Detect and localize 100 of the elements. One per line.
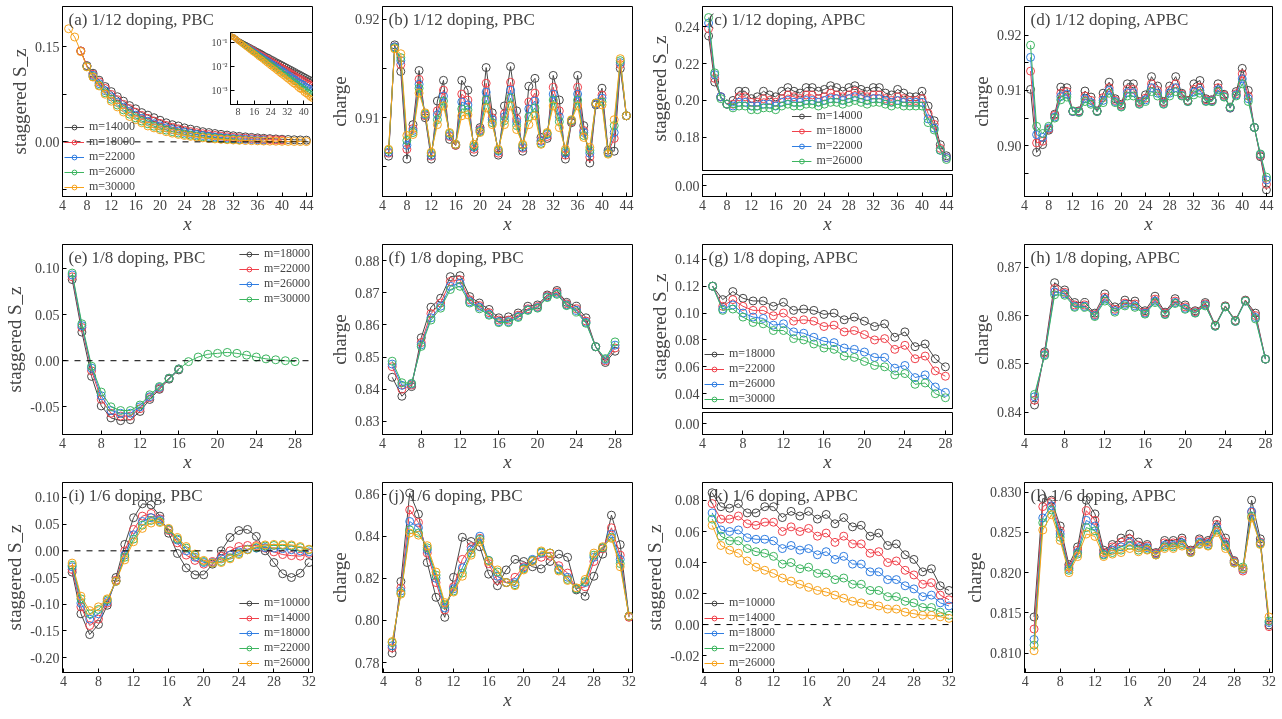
chart-title: (a) 1/12 doping, PBC — [68, 9, 214, 29]
x-tick-label: 8 — [739, 435, 747, 451]
y-tick-label: 0.12 — [675, 279, 700, 295]
x-tick-label: 40 — [298, 105, 309, 117]
y-tick-label: 0.815 — [990, 605, 1022, 621]
x-tick-label: 4 — [1021, 435, 1028, 451]
legend-label: m=10000 — [729, 595, 776, 610]
x-tick-label: 36 — [250, 197, 265, 213]
x-tick-label: 12 — [1097, 435, 1112, 451]
x-axis-title: x — [182, 688, 193, 710]
legend-label: m=26000 — [89, 164, 136, 179]
x-tick-label: 20 — [153, 197, 168, 213]
x-axis-title: x — [502, 688, 513, 710]
x-tick-label: 24 — [497, 197, 512, 213]
y-tick-label: 0.91 — [997, 83, 1022, 99]
y-tick-label: 0.10 — [35, 261, 60, 277]
x-tick-label: 28 — [1258, 435, 1273, 451]
x-tick-label: 32 — [621, 673, 636, 689]
legend-label: m=18000 — [89, 134, 136, 149]
x-tick-label: 4 — [59, 197, 66, 213]
x-tick-label: 36 — [570, 197, 585, 213]
y-tick-label: -0.05 — [30, 570, 60, 586]
y-axis-title: staggered S_z — [4, 524, 26, 631]
legend-label: m=26000 — [263, 655, 310, 670]
x-tick-label: 20 — [836, 673, 851, 689]
x-tick-label: 28 — [201, 197, 216, 213]
x-axis-title: x — [502, 450, 513, 472]
x-axis-title: x — [822, 688, 833, 710]
x-tick-label: 40 — [275, 197, 290, 213]
chart-title: (h) 1/8 doping, APBC — [1030, 247, 1180, 267]
x-tick-label: 4 — [699, 435, 706, 451]
x-tick-label: 32 — [546, 197, 561, 213]
x-tick-label: 16 — [1090, 197, 1105, 213]
x-tick-label: 12 — [446, 673, 461, 689]
x-tick-label: 12 — [1065, 197, 1080, 213]
legend-label: m=22000 — [263, 640, 310, 655]
y-tick-label: 0.14 — [675, 252, 700, 268]
y-tick-label: 0.24 — [675, 19, 700, 35]
legend-label: m=10000 — [263, 595, 310, 610]
y-tick-label: 0.85 — [355, 350, 380, 366]
x-tick-label: 8 — [723, 197, 731, 213]
legend-label: m=30000 — [263, 291, 310, 306]
x-tick-label: 4 — [1021, 673, 1029, 689]
x-tick-label: 24 — [265, 105, 276, 117]
legend-label: m=18000 — [729, 625, 776, 640]
x-tick-label: 44 — [299, 197, 314, 213]
x-tick-label: 12 — [424, 197, 439, 213]
y-tick-label: 0.86 — [355, 317, 380, 333]
x-tick-label: 32 — [301, 673, 316, 689]
y-tick-label: 0.92 — [355, 12, 380, 28]
x-tick-label: 28 — [521, 197, 536, 213]
x-tick-label: 12 — [133, 435, 148, 451]
x-tick-label: 36 — [890, 197, 905, 213]
x-tick-label: 28 — [841, 197, 856, 213]
y-tick-label: 0.86 — [997, 308, 1022, 324]
x-tick-label: 20 — [1114, 197, 1129, 213]
x-tick-label: 28 — [938, 435, 953, 451]
legend-label: m=18000 — [816, 123, 863, 138]
legend-label: m=14000 — [263, 610, 310, 625]
x-tick-label: 12 — [1087, 673, 1102, 689]
y-tick-label: 0.02 — [675, 586, 700, 602]
x-tick-label: 24 — [1138, 197, 1153, 213]
y-axis-title: staggered S_z — [649, 273, 670, 380]
y-tick-label: -0.10 — [30, 597, 60, 613]
x-tick-label: 4 — [379, 197, 386, 213]
y-tick-label: 0.83 — [355, 414, 380, 430]
legend-label: m=14000 — [89, 119, 136, 134]
x-tick-label: 16 — [1137, 435, 1152, 451]
x-tick-label: 32 — [1186, 197, 1201, 213]
x-tick-label: 24 — [871, 673, 886, 689]
y-tick-label: 10⁻¹ — [211, 36, 228, 48]
x-tick-label: 8 — [414, 673, 422, 689]
x-tick-label: 24 — [551, 673, 566, 689]
x-tick-label: 20 — [857, 435, 872, 451]
y-tick-label: 0.85 — [997, 356, 1022, 372]
x-tick-label: 8 — [235, 105, 241, 117]
x-tick-label: 12 — [776, 435, 791, 451]
x-tick-label: 32 — [282, 105, 293, 117]
legend-label: m=22000 — [263, 261, 310, 276]
y-tick-label: -0.02 — [670, 648, 700, 664]
x-tick-label: 24 — [1192, 673, 1207, 689]
y-tick-label: 0.86 — [355, 487, 380, 503]
y-tick-label: 0.830 — [990, 485, 1022, 501]
legend-label: m=14000 — [816, 108, 863, 123]
y-tick-label: 0.91 — [355, 110, 380, 126]
x-tick-label: 28 — [1227, 673, 1242, 689]
legend-label: m=14000 — [729, 610, 776, 625]
chart-title: (j) 1/6 doping, PBC — [388, 485, 523, 505]
y-axis-title: charge — [971, 314, 992, 365]
y-tick-label: 0.87 — [355, 285, 380, 301]
chart-title: (d) 1/12 doping, APBC — [1030, 9, 1189, 29]
x-axis-title: x — [182, 212, 193, 234]
x-tick-label: 40 — [915, 197, 930, 213]
y-tick-label: 0.18 — [675, 130, 700, 146]
x-tick-label: 8 — [1061, 435, 1069, 451]
x-tick-label: 12 — [766, 673, 781, 689]
x-tick-label: 16 — [1122, 673, 1137, 689]
x-tick-label: 24 — [817, 197, 832, 213]
chart-title: (i) 1/6 doping, PBC — [68, 485, 203, 505]
x-tick-label: 32 — [1262, 673, 1277, 689]
